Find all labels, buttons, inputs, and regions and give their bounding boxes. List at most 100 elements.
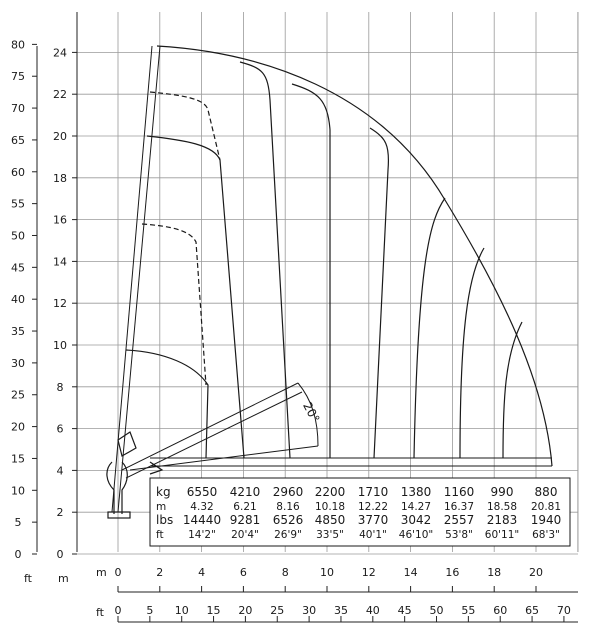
load-table-cell: 12.22 — [358, 501, 388, 513]
load-table-cell: 8.16 — [276, 501, 300, 513]
bottom-ft-tick-label: 45 — [398, 604, 412, 617]
bottom-ft-tick-label: 40 — [366, 604, 380, 617]
load-table-rows: kg 6550 4210 2960 2200 1710 1380 1160 990 880 m 4.3… — [156, 485, 561, 541]
left-m-unit: m — [58, 572, 69, 585]
load-table-cell: 3770 — [358, 513, 389, 527]
load-table-cell: 1160 — [444, 485, 475, 499]
outer-envelope-curve — [156, 45, 553, 467]
load-table-unit-label: ft — [156, 529, 164, 541]
bottom-m-tick-label: 12 — [362, 566, 376, 579]
bottom-ft-tick-label: 50 — [430, 604, 444, 617]
load-table-cell: 18.58 — [487, 501, 517, 513]
bottom-ft-tick-label: 70 — [557, 604, 571, 617]
left-ft-tick-label: 80 — [11, 38, 25, 51]
left-ft-tick-label: 20 — [11, 421, 25, 434]
left-m-tick-label: 4 — [57, 464, 64, 477]
left-m-tick-label: 20 — [53, 130, 67, 143]
load-table-cell: 880 — [535, 485, 558, 499]
load-table-cell: 4210 — [230, 485, 261, 499]
bottom-ft-tick-label: 25 — [270, 604, 284, 617]
load-table-cell: 2200 — [315, 485, 346, 499]
load-table-cell: 20.81 — [531, 501, 561, 513]
reach-curve-dashed-upper — [149, 91, 221, 161]
load-table-cell: 6.21 — [233, 501, 256, 513]
bottom-m-tick-label: 14 — [404, 566, 418, 579]
bottom-ft-tick-label: 10 — [175, 604, 189, 617]
load-table: kg 6550 4210 2960 2200 1710 1380 1160 990 880 m 4.3… — [149, 477, 571, 547]
left-ft-tick-label: 0 — [15, 548, 22, 561]
left-m-tick-label: 2 — [57, 506, 64, 519]
left-ft-tick-label: 35 — [11, 325, 25, 338]
load-table-cell: 1710 — [358, 485, 389, 499]
crane-hinge — [149, 461, 164, 475]
left-m-tick-label: 24 — [53, 46, 67, 59]
crane-column-left — [106, 461, 115, 514]
load-table-cell: 46'10" — [399, 529, 433, 541]
bottom-ft-unit: ft — [96, 606, 105, 619]
load-table-cell: 990 — [491, 485, 514, 499]
reach-curve-3 — [369, 127, 390, 459]
load-table-cell: 14440 — [183, 513, 221, 527]
load-table-cell: 9281 — [230, 513, 261, 527]
bottom-ft-tick-label: 30 — [302, 604, 316, 617]
load-table-cell: 4.32 — [190, 501, 213, 513]
bottom-ft-tick-label: 65 — [525, 604, 539, 617]
reach-curve-6 — [502, 321, 523, 459]
bottom-m-tick-label: 0 — [115, 566, 122, 579]
left-ft-tick-label: 10 — [11, 484, 25, 497]
load-table-cell: 14.27 — [401, 501, 431, 513]
boom-main-right — [117, 45, 161, 513]
reach-curve-2 — [291, 83, 331, 458]
angle-arc — [297, 382, 319, 447]
left-m-tick-label: 16 — [53, 214, 67, 227]
reach-curve-7 — [146, 135, 245, 459]
load-table-cell: 68'3" — [532, 529, 560, 541]
left-ft-tick-label: 60 — [11, 166, 25, 179]
load-table-cell: 2557 — [444, 513, 475, 527]
left-m-tick-label: 12 — [53, 297, 67, 310]
boom-low-lower — [125, 391, 303, 479]
boom-lines — [111, 45, 552, 513]
load-table-unit-label: m — [156, 501, 166, 513]
bottom-m-tick-label: 16 — [445, 566, 459, 579]
left-ft-tick-label: 25 — [11, 389, 25, 402]
left-ft-tick-label: 30 — [11, 357, 25, 370]
left-ft-unit: ft — [24, 572, 33, 585]
boom-main-left — [111, 45, 153, 513]
load-table-cell: 6550 — [187, 485, 218, 499]
left-m-tick-label: 6 — [57, 423, 64, 436]
load-table-unit-label: kg — [156, 485, 171, 499]
left-ft-tick-label: 65 — [11, 134, 25, 147]
load-table-cell: 40'1" — [359, 529, 387, 541]
reach-curve-8 — [125, 349, 209, 459]
load-table-cell: 53'8" — [445, 529, 473, 541]
load-table-frame — [149, 477, 571, 547]
reach-curve-dashed-lower — [141, 223, 207, 386]
bottom-m-tick-label: 20 — [529, 566, 543, 579]
bottom-m-unit: m — [96, 566, 107, 579]
left-ft-tick-label: 15 — [11, 452, 25, 465]
load-table-cell: 4850 — [315, 513, 346, 527]
bottom-m-tick-label: 18 — [487, 566, 501, 579]
load-table-cell: 60'11" — [485, 529, 519, 541]
bottom-ft-tick-label: 60 — [493, 604, 507, 617]
boom-low-upper — [121, 382, 299, 471]
bottom-m-tick-label: 6 — [240, 566, 247, 579]
bottom-m-tick-label: 8 — [282, 566, 289, 579]
bottom-m-tick-label: 2 — [156, 566, 163, 579]
bottom-ft-tick-label: 15 — [207, 604, 221, 617]
load-table-cell: 1380 — [401, 485, 432, 499]
crane-joint — [117, 431, 137, 457]
load-table-cell: 3042 — [401, 513, 432, 527]
left-ft-tick-label: 75 — [11, 70, 25, 83]
reach-curves — [125, 45, 553, 467]
bottom-ft-tick-label: 35 — [334, 604, 348, 617]
bottom-m-tick-label: 10 — [320, 566, 334, 579]
load-table-cell: 20'4" — [231, 529, 259, 541]
boom-angle-label: 20° — [300, 400, 322, 425]
reach-curve-5 — [459, 247, 485, 459]
load-table-cell: 1940 — [531, 513, 562, 527]
load-table-cell: 14'2" — [188, 529, 216, 541]
load-table-cell: 33'5" — [316, 529, 344, 541]
